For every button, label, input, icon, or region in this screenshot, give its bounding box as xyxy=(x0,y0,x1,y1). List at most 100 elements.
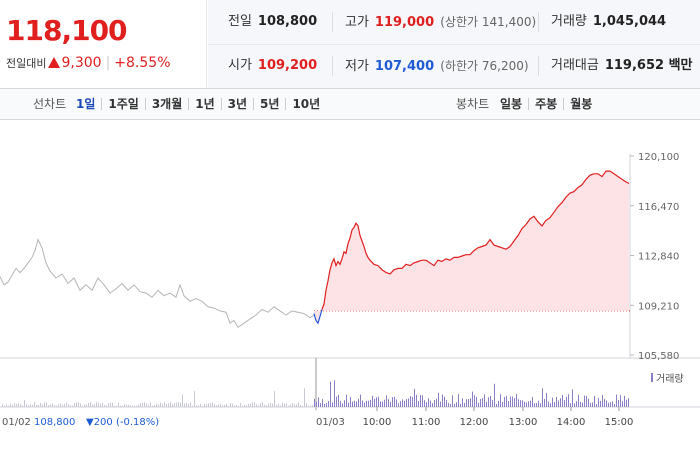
volume-bar xyxy=(92,404,93,407)
volume-bar xyxy=(320,403,321,407)
volume-bar xyxy=(556,396,557,407)
period-tab-5y[interactable]: 5년 xyxy=(253,98,285,110)
volume-bar xyxy=(122,405,123,407)
period-tab-1w[interactable]: 1주일 xyxy=(101,98,144,110)
volume-bar xyxy=(548,401,549,407)
change-label: 전일대비 xyxy=(6,57,47,70)
volume-value: 1,045,044 xyxy=(592,14,667,29)
series-today-below-line xyxy=(313,309,323,325)
up-arrow-icon xyxy=(48,57,61,68)
stats-row-2: 시가 109,200 저가 107,400 (하한가 76,200) 거래대금 119… xyxy=(208,44,700,88)
volume-bar xyxy=(348,402,349,407)
volume-bar xyxy=(624,395,625,407)
previous-day-label: 01/02 xyxy=(2,417,31,428)
volume-bar xyxy=(516,394,517,407)
volume-bar xyxy=(258,405,259,407)
volume-bar xyxy=(112,402,113,407)
candle-tab-monthly[interactable]: 월봉 xyxy=(563,98,598,110)
volume-bar xyxy=(206,404,207,407)
volume-bar xyxy=(166,404,167,407)
volume-bar xyxy=(110,402,111,407)
volume-bar xyxy=(244,404,245,407)
volume-bar xyxy=(576,401,577,407)
volume-bar xyxy=(46,402,47,407)
volume-bar xyxy=(120,405,121,407)
volume-bar xyxy=(334,380,335,407)
volume-bar xyxy=(562,394,563,407)
period-tab-3m[interactable]: 3개월 xyxy=(144,98,188,110)
volume-bar xyxy=(140,402,141,407)
volume-bar xyxy=(224,404,225,407)
volume-bar xyxy=(22,405,23,407)
period-tab-1y[interactable]: 1년 xyxy=(188,98,220,110)
volume-bar xyxy=(196,405,197,407)
volume-bar xyxy=(94,404,95,407)
volume-bar xyxy=(452,395,453,407)
volume-bar xyxy=(510,396,511,407)
open-cell: 시가 109,200 xyxy=(228,44,317,88)
volume-bar xyxy=(176,402,177,407)
period-tab-3y[interactable]: 3년 xyxy=(220,98,253,110)
volume-bar xyxy=(604,398,605,407)
price-chart: 거래량 120,100 116,470 112,840 109,210 105,580 0… xyxy=(0,120,700,450)
volume-bar xyxy=(538,400,539,407)
period-tab-10y[interactable]: 10년 xyxy=(285,98,326,110)
price-chart-svg: 거래량 120,100 116,470 112,840 109,210 105,580 0… xyxy=(0,152,700,428)
volume-bar xyxy=(294,404,295,407)
prev-close-cell: 전일 108,800 xyxy=(228,0,317,44)
volume-bar xyxy=(398,403,399,407)
volume-bar xyxy=(582,402,583,407)
volume-bar xyxy=(438,392,439,407)
high-value: 119,000 xyxy=(374,15,435,30)
volume-bar xyxy=(368,400,369,407)
volume-bar xyxy=(154,404,155,407)
lower-limit: (하한가 76,200) xyxy=(440,59,529,73)
volume-bar xyxy=(142,403,143,407)
volume-bar xyxy=(536,403,537,407)
trading-value-label: 거래대금 xyxy=(551,58,599,73)
volume-bar xyxy=(68,404,69,407)
volume-bar xyxy=(170,402,171,407)
volume-bar xyxy=(172,404,173,407)
volume-bar xyxy=(34,402,35,407)
volume-bar xyxy=(372,395,373,407)
volume-bar xyxy=(414,388,415,407)
volume-bar xyxy=(238,405,239,407)
x-tick-label: 12:00 xyxy=(460,417,489,428)
volume-bar xyxy=(402,399,403,407)
volume-bar xyxy=(138,404,139,407)
chart-toolbar: 선차트 1일 1주일 3개월 1년 3년 5년 10년 봉차트 일봉 주봉 월봉 xyxy=(0,89,700,120)
low-value: 107,400 xyxy=(374,59,435,74)
volume-bar xyxy=(270,403,271,407)
candle-tab-daily[interactable]: 일봉 xyxy=(500,97,523,111)
volume-bar xyxy=(236,405,237,407)
volume-bar xyxy=(278,403,279,407)
volume-bar xyxy=(70,405,71,407)
volume-bar xyxy=(492,400,493,407)
volume-bar xyxy=(100,404,101,407)
volume-bar xyxy=(272,403,273,407)
volume-bar xyxy=(474,395,475,407)
volume-bar xyxy=(268,403,269,407)
volume-bar xyxy=(152,405,153,407)
volume-bar xyxy=(322,399,323,407)
volume-bar xyxy=(464,402,465,407)
volume-bar xyxy=(42,404,43,407)
volume-bar xyxy=(356,401,357,407)
upper-limit: (상한가 141,400) xyxy=(440,15,537,29)
volume-bar xyxy=(496,403,497,407)
candle-chart-label: 봉차트 xyxy=(456,97,490,111)
volume-bar xyxy=(546,392,547,407)
candle-tab-weekly[interactable]: 주봉 xyxy=(528,98,563,110)
volume-bar xyxy=(498,400,499,407)
series-previous-day-line xyxy=(0,238,315,329)
volume-bar xyxy=(374,398,375,407)
quote-summary: 118,100 전일대비 9,300 | +8.55% 전일 108,800 고가 119… xyxy=(0,0,700,89)
volume-bar xyxy=(130,405,131,407)
volume-bar xyxy=(446,400,447,407)
volume-bar xyxy=(400,401,401,407)
volume-bar xyxy=(158,404,159,407)
volume-bar xyxy=(314,398,315,407)
volume-bar xyxy=(412,396,413,407)
period-tab-1d[interactable]: 1일 xyxy=(76,97,96,111)
